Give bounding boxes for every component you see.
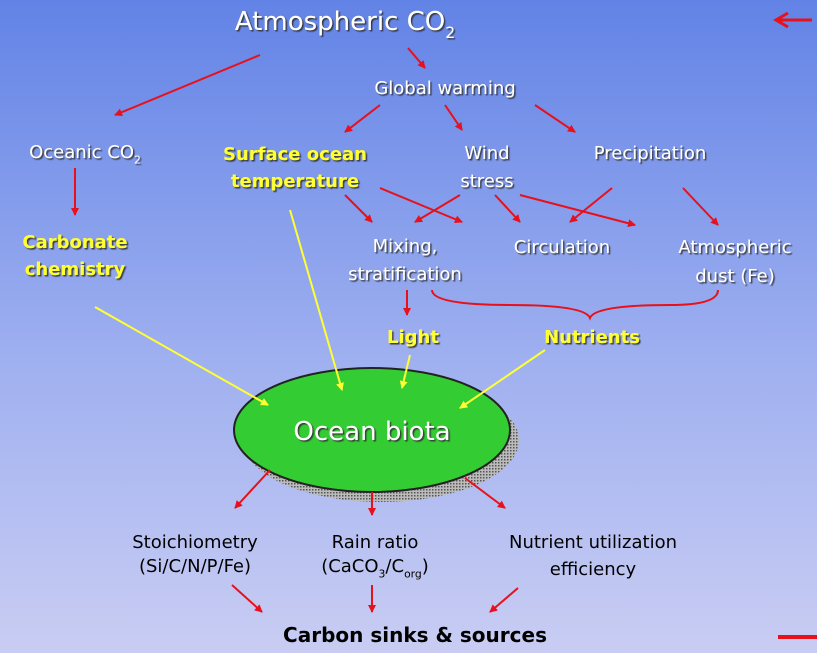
- arrow: [459, 349, 546, 409]
- node-label: Carbon sinks & sources: [283, 623, 547, 647]
- arrow: [289, 209, 344, 391]
- node-label: Stoichiometry: [132, 532, 258, 553]
- node-label: Ocean biota: [293, 417, 450, 447]
- node-label: efficiency: [550, 559, 637, 580]
- node-label: Precipitation: [594, 143, 707, 164]
- arrow: [444, 104, 463, 131]
- node-label: Oceanic CO2: [29, 142, 141, 166]
- arrow: [489, 587, 519, 613]
- arrow: [407, 47, 426, 69]
- node-label: Carbonate: [22, 232, 127, 253]
- node-label: Surface ocean: [223, 144, 367, 165]
- subscript: org: [404, 567, 422, 580]
- arrow: [534, 104, 576, 133]
- node-label: temperature: [231, 171, 359, 192]
- node-label: Mixing,: [373, 236, 438, 257]
- arrow: [399, 354, 411, 389]
- arrow: [414, 194, 461, 223]
- arrow: [114, 54, 261, 117]
- node-label: stress: [460, 171, 513, 192]
- arrows: [71, 47, 719, 613]
- node-label: stratification: [348, 264, 462, 285]
- text-part: Atmospheric CO: [235, 7, 445, 37]
- arrow: [379, 187, 463, 224]
- arrow: [569, 187, 613, 223]
- arrow: [94, 306, 269, 406]
- arrow: [344, 104, 381, 133]
- arrow: [234, 469, 271, 509]
- text-part: /C: [385, 556, 404, 577]
- text-part: Oceanic CO: [29, 142, 134, 163]
- arrow: [682, 187, 719, 226]
- node-label: Nutrient utilization: [509, 532, 677, 553]
- subscript: 2: [134, 153, 141, 166]
- nav-bar: [778, 635, 817, 639]
- node-label: Rain ratio: [332, 532, 419, 553]
- subscript: 3: [379, 567, 386, 580]
- node-label: Light: [387, 327, 439, 348]
- arrow: [464, 477, 506, 509]
- text-part: (CaCO: [321, 556, 378, 577]
- nav-arrow: [773, 11, 812, 29]
- node-label: Atmospheric: [678, 237, 791, 258]
- node-label: Circulation: [514, 237, 610, 258]
- arrow: [519, 194, 636, 228]
- node-label: Nutrients: [544, 327, 640, 348]
- node-label: (CaCO3/Corg): [321, 556, 429, 580]
- node-label: dust (Fe): [695, 266, 774, 287]
- node-label: Wind: [464, 143, 509, 164]
- node-label: Global warming: [374, 78, 515, 99]
- arrow: [494, 194, 521, 223]
- node-label: chemistry: [25, 259, 126, 280]
- node-label: Atmospheric CO2: [235, 7, 455, 42]
- subscript: 2: [445, 24, 455, 42]
- brace: [431, 289, 719, 321]
- node-label: (Si/C/N/P/Fe): [139, 556, 251, 577]
- arrow: [231, 584, 263, 613]
- arrow: [344, 194, 373, 223]
- text-part: ): [422, 556, 429, 577]
